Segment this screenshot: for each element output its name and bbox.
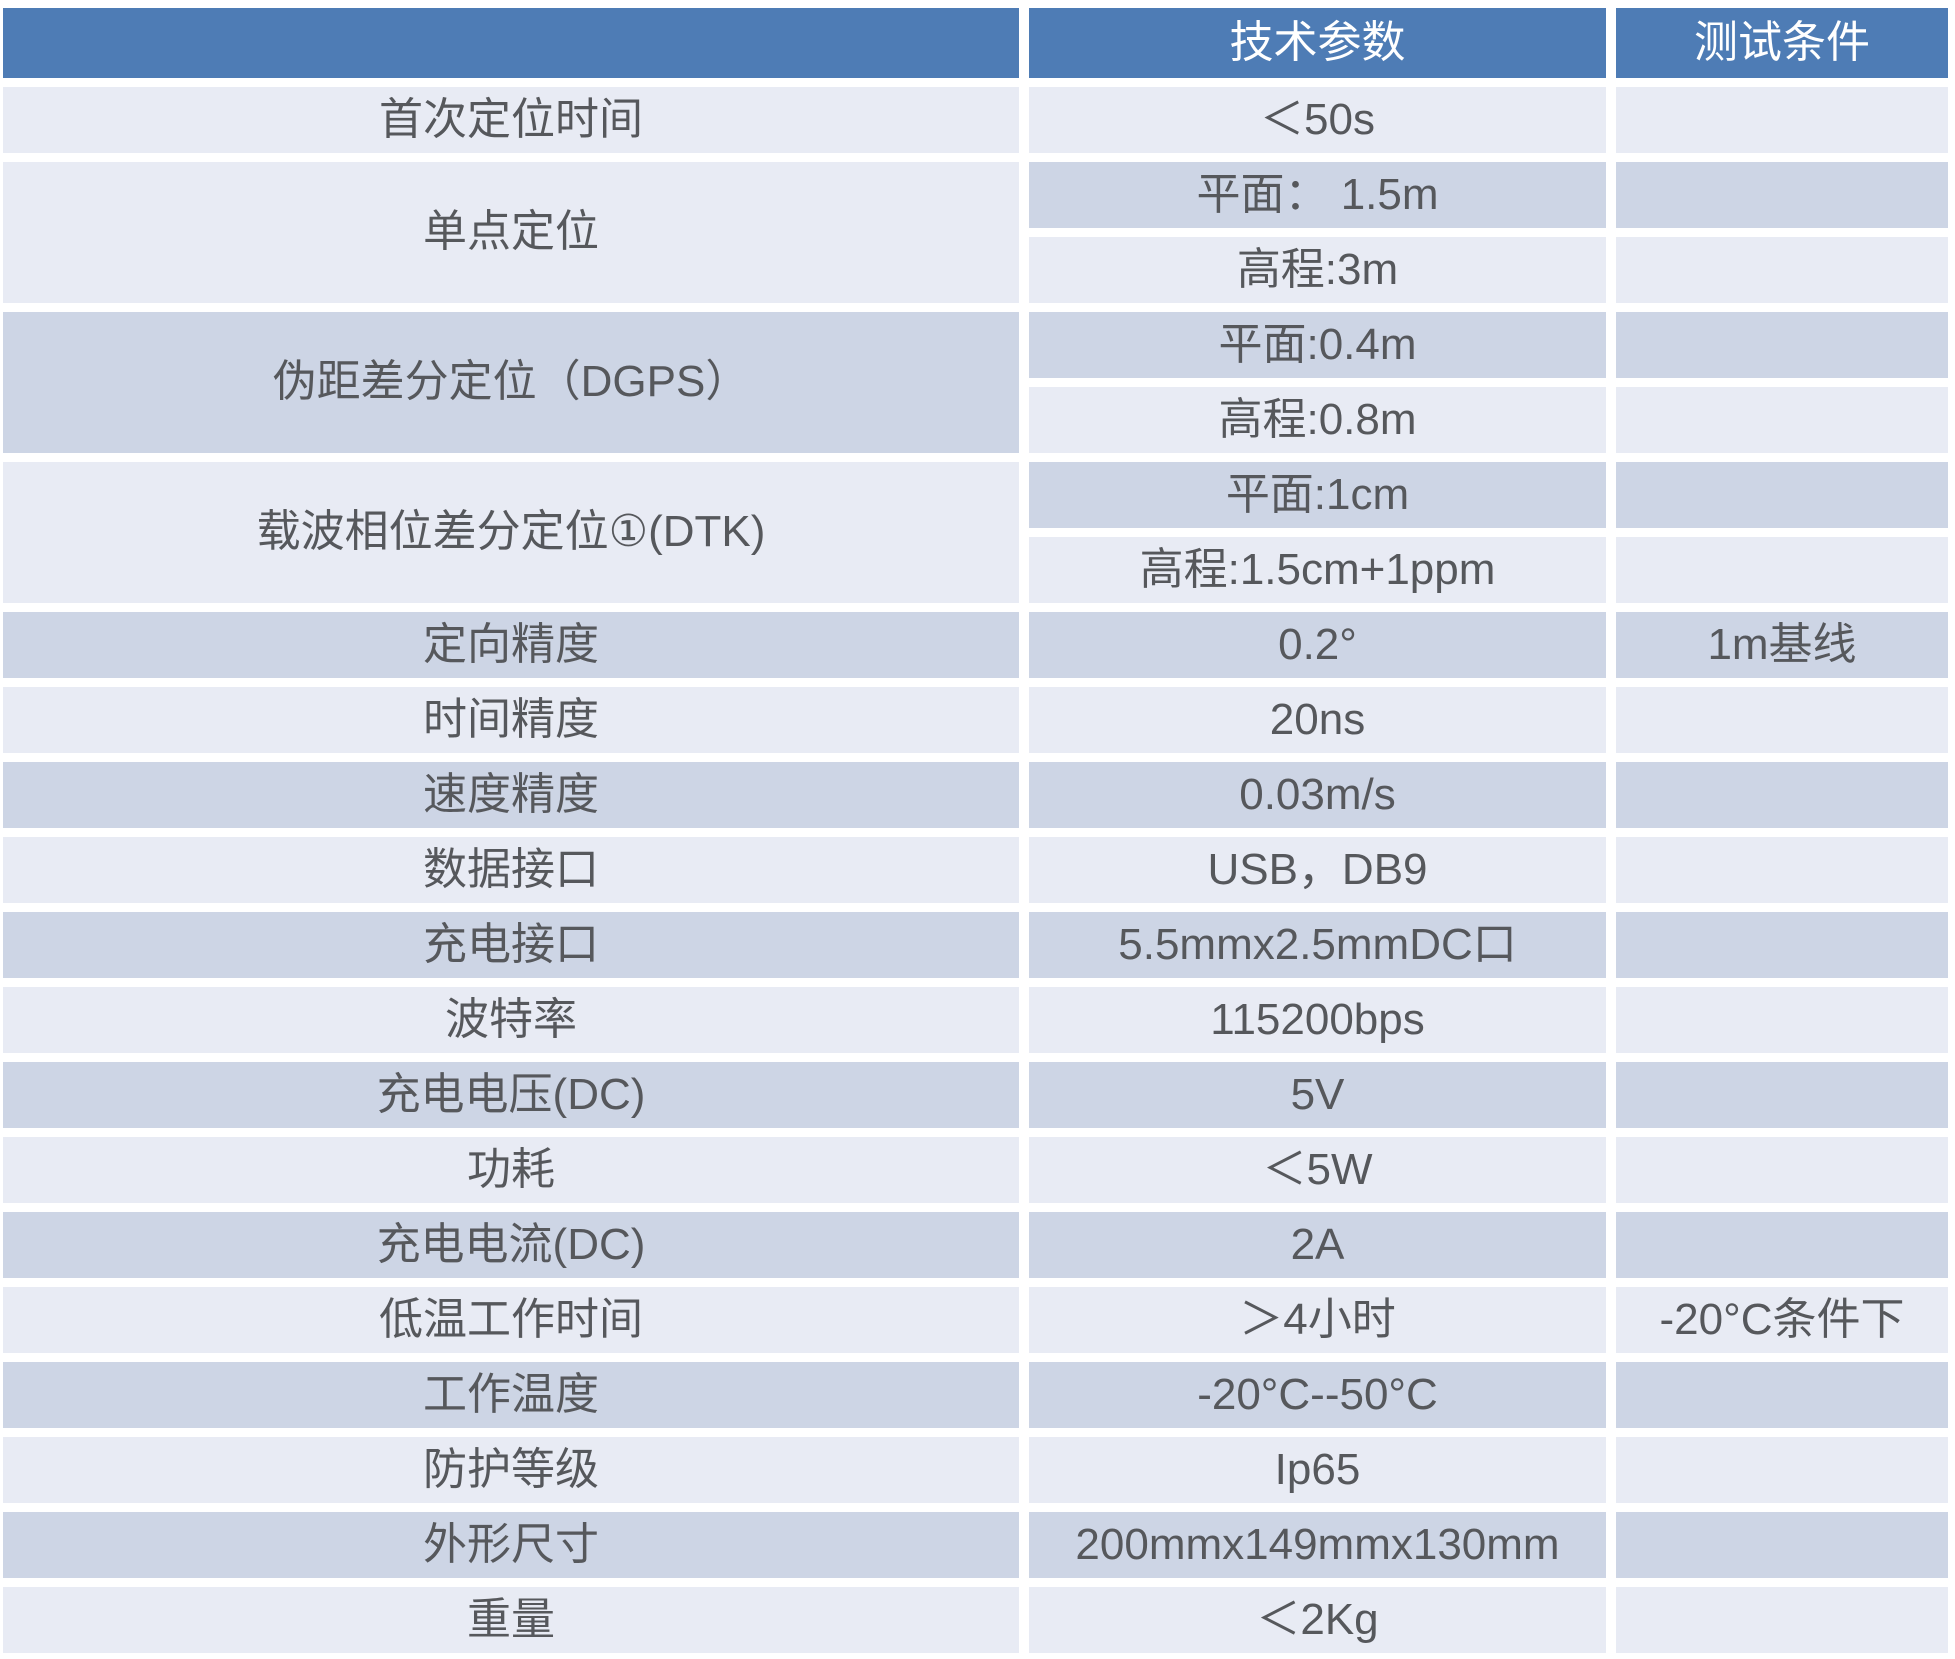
spec-value-cell: 高程:3m	[1029, 237, 1606, 303]
test-condition-cell	[1616, 537, 1948, 603]
test-condition-cell	[1616, 1437, 1948, 1503]
spec-value-cell: ＞4小时	[1029, 1287, 1606, 1353]
test-condition-cell	[1616, 1512, 1948, 1578]
spec-value-cell: 0.03m/s	[1029, 762, 1606, 828]
header-test-conditions: 测试条件	[1616, 8, 1948, 78]
spec-value-cell: 200mmx149mmx130mm	[1029, 1512, 1606, 1578]
test-condition-cell	[1616, 387, 1948, 453]
spec-value-cell: ＜2Kg	[1029, 1587, 1606, 1653]
test-condition-cell	[1616, 1062, 1948, 1128]
spec-row-label: 首次定位时间	[3, 87, 1019, 153]
spec-value-cell: 平面:0.4m	[1029, 312, 1606, 378]
spec-value-cell: ＜5W	[1029, 1137, 1606, 1203]
spec-row-label: 定向精度	[3, 612, 1019, 678]
spec-row-label: 充电接口	[3, 912, 1019, 978]
test-condition-cell	[1616, 237, 1948, 303]
spec-value-cell: 20ns	[1029, 687, 1606, 753]
spec-value-cell: 5V	[1029, 1062, 1606, 1128]
test-condition-cell	[1616, 687, 1948, 753]
test-condition-cell	[1616, 837, 1948, 903]
test-condition-cell	[1616, 912, 1948, 978]
test-condition-cell	[1616, 312, 1948, 378]
spec-row-label: 时间精度	[3, 687, 1019, 753]
spec-value-cell: 平面:1cm	[1029, 462, 1606, 528]
test-condition-cell	[1616, 1362, 1948, 1428]
spec-value-cell: 0.2°	[1029, 612, 1606, 678]
spec-row-label: 充电电流(DC)	[3, 1212, 1019, 1278]
spec-row-label: 外形尺寸	[3, 1512, 1019, 1578]
spec-row-label: 充电电压(DC)	[3, 1062, 1019, 1128]
test-condition-cell	[1616, 1587, 1948, 1653]
spec-value-cell: 平面： 1.5m	[1029, 162, 1606, 228]
spec-row-label: 载波相位差分定位①(DTK)	[3, 462, 1019, 603]
test-condition-cell: -20°C条件下	[1616, 1287, 1948, 1353]
spec-value-cell: 2A	[1029, 1212, 1606, 1278]
spec-value-cell: -20°C--50°C	[1029, 1362, 1606, 1428]
spec-row-label: 单点定位	[3, 162, 1019, 303]
test-condition-cell	[1616, 762, 1948, 828]
spec-value-cell: Ip65	[1029, 1437, 1606, 1503]
test-condition-cell	[1616, 1212, 1948, 1278]
spec-value-cell: USB，DB9	[1029, 837, 1606, 903]
spec-value-cell: 115200bps	[1029, 987, 1606, 1053]
spec-row-label: 功耗	[3, 1137, 1019, 1203]
test-condition-cell	[1616, 162, 1948, 228]
spec-row-label: 防护等级	[3, 1437, 1019, 1503]
test-condition-cell	[1616, 1137, 1948, 1203]
test-condition-cell	[1616, 462, 1948, 528]
test-condition-cell	[1616, 987, 1948, 1053]
spec-value-cell: 高程:1.5cm+1ppm	[1029, 537, 1606, 603]
spec-row-label: 伪距差分定位（DGPS）	[3, 312, 1019, 453]
header-tech-params: 技术参数	[1029, 8, 1606, 78]
spec-row-label: 速度精度	[3, 762, 1019, 828]
spec-value-cell: ＜50s	[1029, 87, 1606, 153]
spec-row-label: 工作温度	[3, 1362, 1019, 1428]
spec-row-label: 波特率	[3, 987, 1019, 1053]
header-empty-cell	[3, 8, 1019, 78]
spec-row-label: 重量	[3, 1587, 1019, 1653]
test-condition-cell: 1m基线	[1616, 612, 1948, 678]
spec-value-cell: 5.5mmx2.5mmDC口	[1029, 912, 1606, 978]
spec-row-label: 数据接口	[3, 837, 1019, 903]
test-condition-cell	[1616, 87, 1948, 153]
spec-value-cell: 高程:0.8m	[1029, 387, 1606, 453]
spec-row-label: 低温工作时间	[3, 1287, 1019, 1353]
